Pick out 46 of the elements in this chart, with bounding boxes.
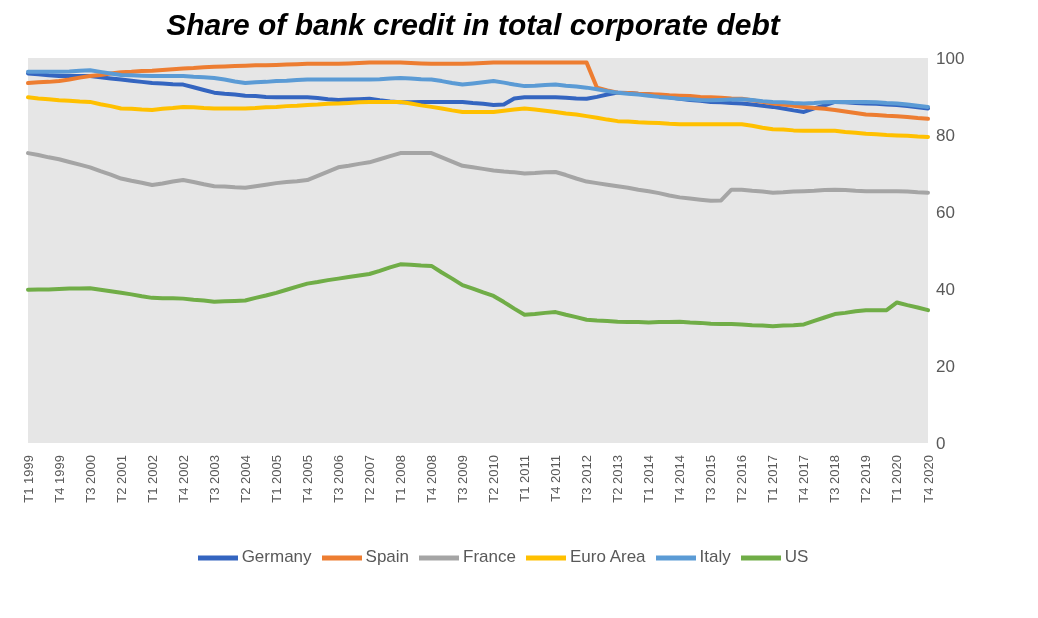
y-tick-label: 100 bbox=[936, 49, 965, 69]
legend-label: Germany bbox=[241, 547, 312, 567]
x-tick-label: T2 2004 bbox=[237, 455, 253, 503]
y-tick-label: 60 bbox=[936, 203, 955, 223]
legend-label: Euro Area bbox=[569, 547, 646, 567]
x-tick-label: T4 2020 bbox=[920, 455, 936, 503]
x-tick-label: T3 2003 bbox=[206, 455, 222, 503]
x-tick-label: T4 2002 bbox=[175, 455, 191, 503]
legend-label: Spain bbox=[365, 547, 410, 567]
x-tick-label: T4 2017 bbox=[796, 455, 812, 503]
x-tick-label: T1 2002 bbox=[144, 455, 160, 503]
x-tick-label: T1 2017 bbox=[765, 455, 781, 503]
x-tick-label: T3 2015 bbox=[703, 455, 719, 503]
x-tick-label: T4 2011 bbox=[548, 455, 564, 502]
legend-label: Italy bbox=[699, 547, 731, 567]
y-tick-label: 20 bbox=[936, 357, 955, 377]
x-tick-label: T2 2013 bbox=[610, 455, 626, 503]
line-series bbox=[26, 95, 930, 139]
x-tick-label: T2 2016 bbox=[734, 455, 750, 503]
x-tick-label: T1 2020 bbox=[889, 455, 905, 503]
x-tick-label: T3 2012 bbox=[579, 455, 595, 503]
y-tick-label: 80 bbox=[936, 126, 955, 146]
x-tick-label: T2 2001 bbox=[113, 455, 129, 503]
x-tick-label: T3 2018 bbox=[827, 455, 843, 503]
x-tick-label: T1 2014 bbox=[641, 455, 657, 503]
x-tick-label: T1 2011 bbox=[517, 455, 533, 502]
y-tick-label: 0 bbox=[936, 434, 946, 454]
x-tick-label: T4 2014 bbox=[672, 455, 688, 503]
x-tick-label: T4 2008 bbox=[423, 455, 439, 503]
x-tick-label: T1 2005 bbox=[268, 455, 284, 503]
line-series bbox=[26, 262, 930, 329]
x-tick-label: T3 2006 bbox=[330, 455, 346, 503]
legend-label: US bbox=[784, 547, 809, 567]
x-tick-label: T2 2007 bbox=[361, 455, 377, 503]
x-tick-label: T4 2005 bbox=[299, 455, 315, 503]
x-tick-label: T4 1999 bbox=[51, 455, 67, 503]
x-tick-label: T3 2009 bbox=[454, 455, 470, 503]
x-tick-label: T1 2008 bbox=[392, 455, 408, 503]
x-tick-label: T2 2019 bbox=[858, 455, 874, 503]
x-tick-label: T3 2000 bbox=[82, 455, 98, 503]
chart-title: Share of bank credit in total corporate debt bbox=[165, 8, 782, 42]
x-tick-label: T2 2010 bbox=[486, 455, 502, 503]
x-tick-label: T1 1999 bbox=[20, 455, 36, 503]
legend-label: France bbox=[463, 547, 516, 567]
y-tick-label: 40 bbox=[936, 280, 955, 300]
line-series bbox=[26, 151, 930, 203]
